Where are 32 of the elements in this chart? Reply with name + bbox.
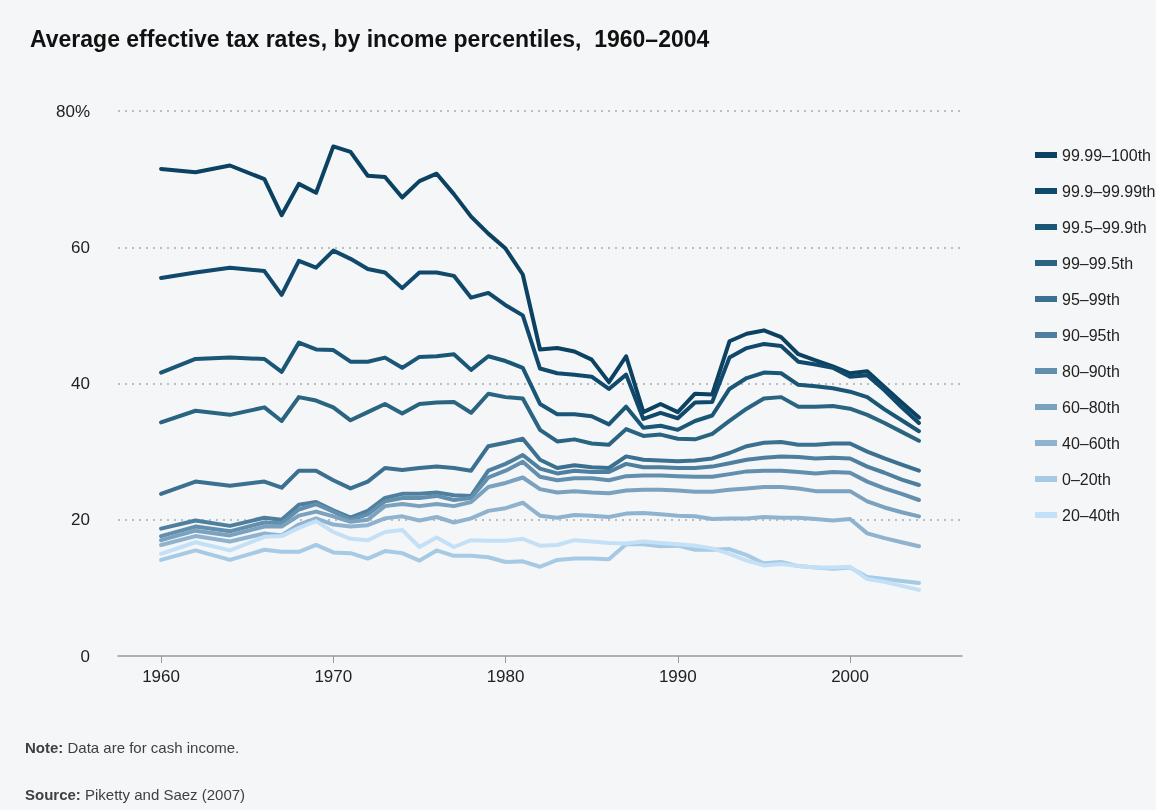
- line-series: [159, 340, 921, 434]
- x-tick-label: 1980: [486, 667, 525, 686]
- legend-label: 99.99–100th: [1062, 146, 1151, 164]
- line-series: [159, 453, 921, 531]
- legend-label: 80–90th: [1062, 362, 1120, 380]
- line-series: [159, 519, 921, 592]
- legend-label: 90–95th: [1062, 326, 1120, 344]
- x-tick-label: 1990: [658, 667, 697, 686]
- y-tick-label: 0: [80, 646, 90, 666]
- legend-label: 95–99th: [1062, 290, 1120, 308]
- chart-title: Average effective tax rates, by income percentiles, 1960–2004: [30, 25, 710, 52]
- x-tick-label: 1960: [142, 667, 180, 686]
- legend-label: 99–99.5th: [1062, 254, 1134, 272]
- x-tick-label: 2000: [831, 667, 869, 686]
- line-series: [159, 475, 921, 543]
- legend-label: 20–40th: [1062, 506, 1120, 524]
- y-tick-label: 40: [71, 374, 90, 393]
- line-series: [159, 391, 921, 447]
- legend-label: 40–60th: [1062, 434, 1120, 452]
- legend-label: 99.9–99.99th: [1062, 182, 1156, 200]
- legend-label: 0–20th: [1062, 470, 1111, 488]
- y-tick-label: 80%: [55, 101, 90, 121]
- line-series: [159, 436, 921, 496]
- y-tick-label: 20: [71, 510, 90, 530]
- x-tick-label: 1970: [314, 667, 353, 686]
- line-series: [159, 500, 921, 549]
- legend-label: 60–80th: [1062, 398, 1120, 416]
- source-note: Source: Piketty and Saez (2007): [25, 786, 246, 803]
- text: Note: Data are for cash income.: [25, 739, 240, 756]
- y-tick-label: 60: [71, 237, 90, 257]
- legend-label: 99.5–99.9th: [1062, 218, 1147, 236]
- line-series: [159, 459, 921, 539]
